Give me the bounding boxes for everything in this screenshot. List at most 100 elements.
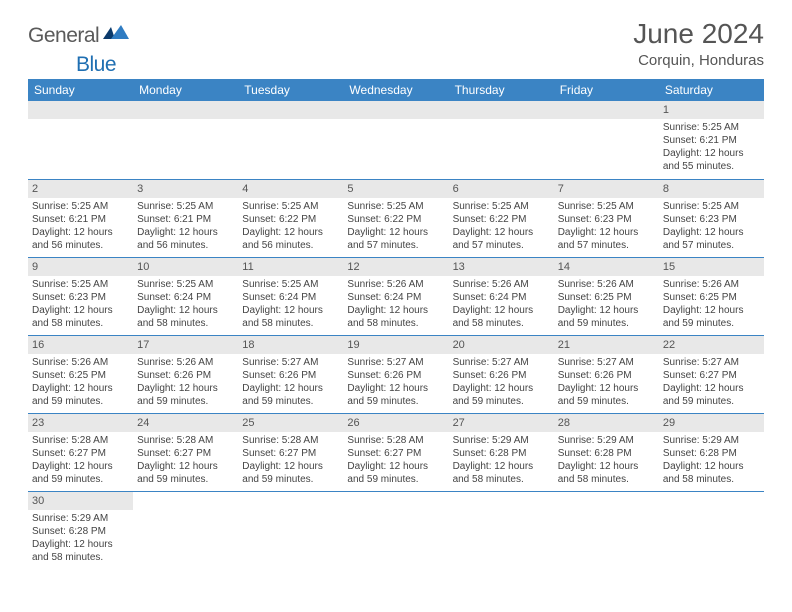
title-block: June 2024 Corquin, Honduras: [633, 18, 764, 69]
daylight-text: Daylight: 12 hours and 59 minutes.: [137, 460, 234, 486]
calendar-cell: [238, 101, 343, 179]
calendar-cell: 25Sunrise: 5:28 AMSunset: 6:27 PMDayligh…: [238, 413, 343, 491]
day-content: Sunrise: 5:26 AMSunset: 6:24 PMDaylight:…: [343, 276, 448, 333]
calendar-cell: [554, 491, 659, 569]
daylight-text: Daylight: 12 hours and 57 minutes.: [663, 226, 760, 252]
day-number: 3: [133, 180, 238, 198]
sunset-text: Sunset: 6:21 PM: [663, 134, 760, 147]
sunset-text: Sunset: 6:22 PM: [453, 213, 550, 226]
day-number: 14: [554, 258, 659, 276]
calendar-cell: [133, 491, 238, 569]
sunrise-text: Sunrise: 5:25 AM: [453, 200, 550, 213]
calendar-cell: 26Sunrise: 5:28 AMSunset: 6:27 PMDayligh…: [343, 413, 448, 491]
calendar-cell: 21Sunrise: 5:27 AMSunset: 6:26 PMDayligh…: [554, 335, 659, 413]
sunset-text: Sunset: 6:23 PM: [663, 213, 760, 226]
day-content: Sunrise: 5:29 AMSunset: 6:28 PMDaylight:…: [449, 432, 554, 489]
daylight-text: Daylight: 12 hours and 58 minutes.: [32, 538, 129, 564]
day-content: Sunrise: 5:27 AMSunset: 6:26 PMDaylight:…: [238, 354, 343, 411]
day-content: Sunrise: 5:29 AMSunset: 6:28 PMDaylight:…: [554, 432, 659, 489]
calendar-week-row: 23Sunrise: 5:28 AMSunset: 6:27 PMDayligh…: [28, 413, 764, 491]
day-number: 15: [659, 258, 764, 276]
sunset-text: Sunset: 6:27 PM: [137, 447, 234, 460]
sunrise-text: Sunrise: 5:25 AM: [137, 278, 234, 291]
sunrise-text: Sunrise: 5:26 AM: [137, 356, 234, 369]
daylight-text: Daylight: 12 hours and 59 minutes.: [242, 382, 339, 408]
day-content: Sunrise: 5:25 AMSunset: 6:24 PMDaylight:…: [238, 276, 343, 333]
sunrise-text: Sunrise: 5:28 AM: [32, 434, 129, 447]
calendar-cell: 16Sunrise: 5:26 AMSunset: 6:25 PMDayligh…: [28, 335, 133, 413]
calendar-week-row: 1Sunrise: 5:25 AMSunset: 6:21 PMDaylight…: [28, 101, 764, 179]
weekday-header: Sunday: [28, 79, 133, 101]
sunset-text: Sunset: 6:26 PM: [558, 369, 655, 382]
sunset-text: Sunset: 6:22 PM: [242, 213, 339, 226]
day-content: Sunrise: 5:25 AMSunset: 6:24 PMDaylight:…: [133, 276, 238, 333]
day-content: Sunrise: 5:29 AMSunset: 6:28 PMDaylight:…: [28, 510, 133, 567]
sunset-text: Sunset: 6:28 PM: [453, 447, 550, 460]
day-number: 10: [133, 258, 238, 276]
day-content: Sunrise: 5:25 AMSunset: 6:23 PMDaylight:…: [554, 198, 659, 255]
sunset-text: Sunset: 6:27 PM: [663, 369, 760, 382]
calendar-week-row: 9Sunrise: 5:25 AMSunset: 6:23 PMDaylight…: [28, 257, 764, 335]
calendar-cell: 10Sunrise: 5:25 AMSunset: 6:24 PMDayligh…: [133, 257, 238, 335]
sunset-text: Sunset: 6:21 PM: [137, 213, 234, 226]
day-content: Sunrise: 5:25 AMSunset: 6:22 PMDaylight:…: [238, 198, 343, 255]
calendar-cell: 7Sunrise: 5:25 AMSunset: 6:23 PMDaylight…: [554, 179, 659, 257]
day-number: 17: [133, 336, 238, 354]
day-content: Sunrise: 5:25 AMSunset: 6:23 PMDaylight:…: [28, 276, 133, 333]
daylight-text: Daylight: 12 hours and 59 minutes.: [663, 304, 760, 330]
day-number: 25: [238, 414, 343, 432]
sunrise-text: Sunrise: 5:28 AM: [347, 434, 444, 447]
day-number: 18: [238, 336, 343, 354]
day-number: 29: [659, 414, 764, 432]
daylight-text: Daylight: 12 hours and 56 minutes.: [32, 226, 129, 252]
calendar-cell: [554, 101, 659, 179]
daylight-text: Daylight: 12 hours and 57 minutes.: [347, 226, 444, 252]
daylight-text: Daylight: 12 hours and 58 minutes.: [453, 460, 550, 486]
calendar-cell: 6 Sunrise: 5:25 AMSunset: 6:22 PMDaylight…: [449, 179, 554, 257]
calendar-cell: 19Sunrise: 5:27 AMSunset: 6:26 PMDayligh…: [343, 335, 448, 413]
sunset-text: Sunset: 6:25 PM: [663, 291, 760, 304]
sunset-text: Sunset: 6:23 PM: [558, 213, 655, 226]
calendar-cell: 11Sunrise: 5:25 AMSunset: 6:24 PMDayligh…: [238, 257, 343, 335]
calendar-cell: [449, 491, 554, 569]
day-content: Sunrise: 5:26 AMSunset: 6:25 PMDaylight:…: [554, 276, 659, 333]
day-number: 13: [449, 258, 554, 276]
calendar-cell: 28Sunrise: 5:29 AMSunset: 6:28 PMDayligh…: [554, 413, 659, 491]
day-number: 12: [343, 258, 448, 276]
sunset-text: Sunset: 6:26 PM: [347, 369, 444, 382]
daylight-text: Daylight: 12 hours and 59 minutes.: [347, 460, 444, 486]
daylight-text: Daylight: 12 hours and 59 minutes.: [558, 382, 655, 408]
daylight-text: Daylight: 12 hours and 58 minutes.: [347, 304, 444, 330]
calendar-cell: 1Sunrise: 5:25 AMSunset: 6:21 PMDaylight…: [659, 101, 764, 179]
sunrise-text: Sunrise: 5:25 AM: [242, 200, 339, 213]
calendar-table: Sunday Monday Tuesday Wednesday Thursday…: [28, 79, 764, 569]
sunset-text: Sunset: 6:27 PM: [32, 447, 129, 460]
day-number: 6: [449, 180, 554, 198]
daylight-text: Daylight: 12 hours and 57 minutes.: [558, 226, 655, 252]
daylight-text: Daylight: 12 hours and 57 minutes.: [453, 226, 550, 252]
day-number: 30: [28, 492, 133, 510]
calendar-cell: 4Sunrise: 5:25 AMSunset: 6:22 PMDaylight…: [238, 179, 343, 257]
day-content: Sunrise: 5:27 AMSunset: 6:26 PMDaylight:…: [449, 354, 554, 411]
sunset-text: Sunset: 6:22 PM: [347, 213, 444, 226]
calendar-cell: 14Sunrise: 5:26 AMSunset: 6:25 PMDayligh…: [554, 257, 659, 335]
weekday-header: Friday: [554, 79, 659, 101]
day-content: Sunrise: 5:28 AMSunset: 6:27 PMDaylight:…: [133, 432, 238, 489]
sunset-text: Sunset: 6:25 PM: [32, 369, 129, 382]
sunset-text: Sunset: 6:24 PM: [347, 291, 444, 304]
sunrise-text: Sunrise: 5:25 AM: [137, 200, 234, 213]
day-number: 26: [343, 414, 448, 432]
day-number: 23: [28, 414, 133, 432]
sunrise-text: Sunrise: 5:28 AM: [137, 434, 234, 447]
calendar-cell: 12Sunrise: 5:26 AMSunset: 6:24 PMDayligh…: [343, 257, 448, 335]
day-number: 24: [133, 414, 238, 432]
calendar-cell: 23 Sunrise: 5:28 AMSunset: 6:27 PMDayligh…: [28, 413, 133, 491]
daylight-text: Daylight: 12 hours and 59 minutes.: [32, 460, 129, 486]
calendar-cell: 9Sunrise: 5:25 AMSunset: 6:23 PMDaylight…: [28, 257, 133, 335]
calendar-cell: 17Sunrise: 5:26 AMSunset: 6:26 PMDayligh…: [133, 335, 238, 413]
calendar-cell: [449, 101, 554, 179]
day-content: Sunrise: 5:25 AMSunset: 6:22 PMDaylight:…: [343, 198, 448, 255]
sunset-text: Sunset: 6:21 PM: [32, 213, 129, 226]
sunset-text: Sunset: 6:24 PM: [242, 291, 339, 304]
calendar-week-row: 16Sunrise: 5:26 AMSunset: 6:25 PMDayligh…: [28, 335, 764, 413]
